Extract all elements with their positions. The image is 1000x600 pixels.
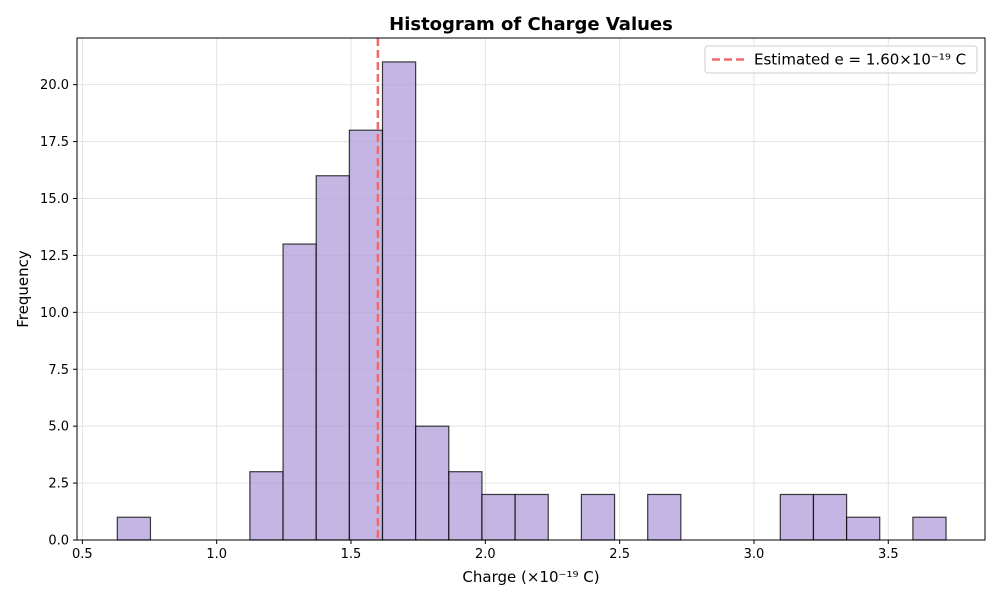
y-tick-label: 12.5 (40, 249, 69, 264)
chart-title: Histogram of Charge Values (389, 14, 673, 35)
x-axis-title: Charge (×10⁻¹⁹ C) (462, 568, 599, 586)
x-tick-label: 1.0 (206, 547, 227, 562)
y-tick-label: 2.5 (48, 477, 69, 492)
histogram-bar (812, 493, 848, 541)
x-axis-ticks: 0.5 1.0 1.5 2.0 2.5 3.0 3.5 (72, 540, 899, 562)
y-tick-label: 15.0 (40, 192, 69, 207)
y-tick-label: 10.0 (40, 306, 69, 321)
plot-frame (76, 37, 986, 541)
histogram-bar (912, 516, 947, 541)
legend-box (704, 45, 978, 74)
y-tick-label: 17.5 (40, 135, 69, 150)
y-axis-title: Frequency (14, 250, 32, 328)
x-tick-label: 1.5 (341, 547, 362, 562)
y-tick-label: 0.0 (48, 534, 69, 549)
histogram-bar (348, 129, 384, 541)
y-tick-label: 5.0 (48, 420, 69, 435)
histogram-bar (116, 516, 152, 541)
y-axis-ticks: 0.0 2.5 5.0 7.5 10.0 12.5 15.0 17.5 20.0 (40, 78, 77, 549)
histogram-bar (415, 425, 450, 541)
histogram-bar (647, 493, 682, 541)
histogram-bar (779, 493, 815, 541)
x-tick-label: 2.0 (475, 547, 496, 562)
x-tick-label: 2.5 (609, 547, 630, 562)
histogram-bar (481, 493, 516, 541)
x-tick-label: 3.0 (744, 547, 765, 562)
histogram-bar (249, 471, 284, 541)
histogram-bar (315, 175, 350, 541)
x-tick-label: 3.5 (878, 547, 899, 562)
histogram-bar (514, 493, 549, 541)
y-tick-label: 20.0 (40, 78, 69, 93)
histogram-bar (580, 493, 616, 541)
x-tick-label: 0.5 (72, 547, 93, 562)
histogram-bar (381, 61, 417, 541)
y-tick-label: 7.5 (48, 363, 69, 378)
legend: Estimated e = 1.60×10⁻¹⁹ C (704, 45, 978, 74)
legend-label: Estimated e = 1.60×10⁻¹⁹ C (754, 51, 966, 69)
histogram-bar (448, 471, 483, 541)
histogram-bar (845, 516, 881, 541)
histogram-bar (282, 243, 317, 541)
